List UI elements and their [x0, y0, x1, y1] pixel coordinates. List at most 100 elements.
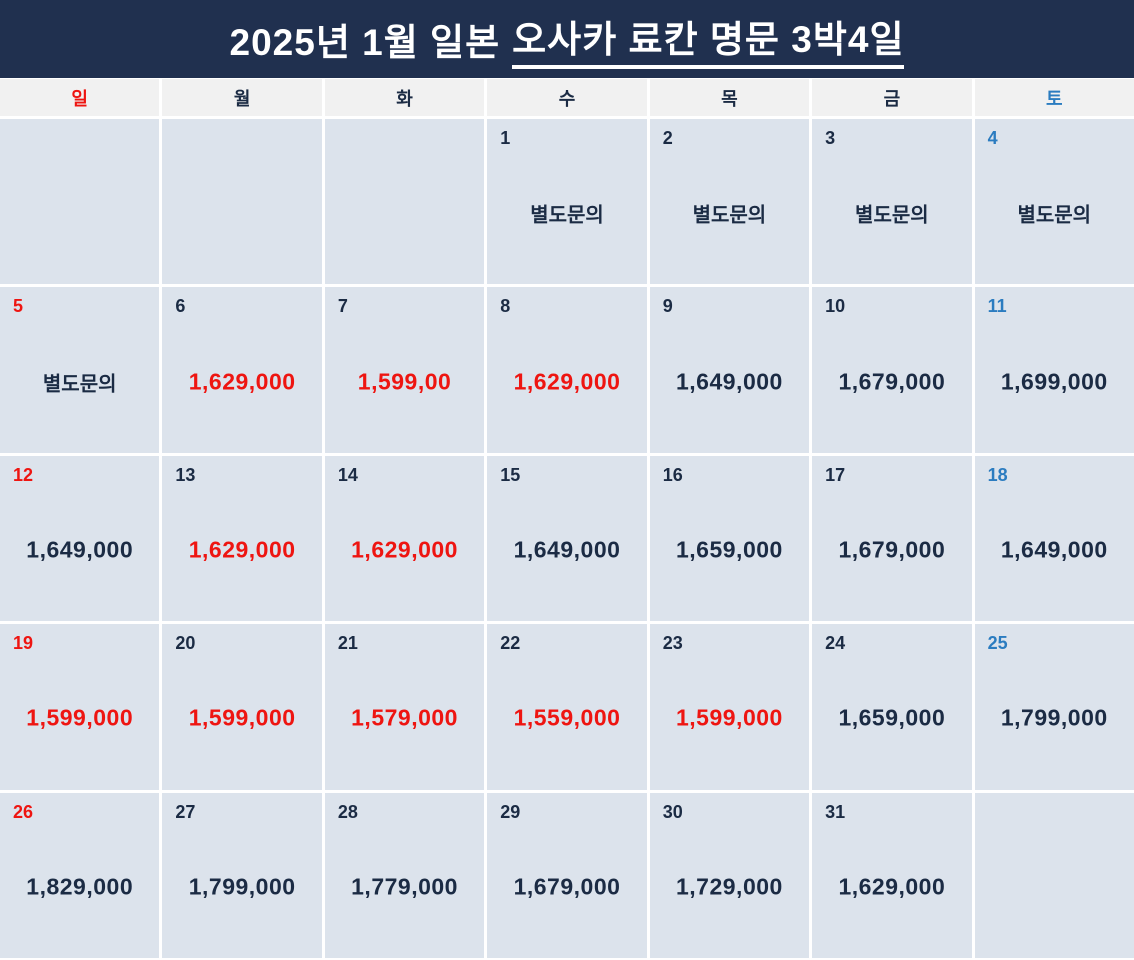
day-number: 14	[337, 464, 358, 485]
day-cell-17: 17 1,679,000	[812, 455, 972, 622]
weekday-header-2: 화	[324, 79, 485, 116]
inquiry-label: 별도문의	[692, 204, 767, 227]
price-label: 1,729,000	[676, 873, 783, 900]
calendar-grid: 1 별도문의 2 별도문의 3 별도문의 4 별도문의 5 별도문의 6 1,629,000 7 1,59…	[0, 119, 1134, 958]
day-number: 9	[662, 296, 673, 317]
day-number: 21	[337, 633, 358, 654]
day-number: 11	[987, 296, 1007, 317]
day-number: 29	[500, 801, 521, 822]
inquiry-label: 별도문의	[42, 373, 117, 396]
day-number: 15	[500, 464, 521, 485]
day-number: 7	[337, 296, 348, 317]
day-number: 19	[13, 633, 34, 654]
weekday-header-6: 토	[974, 79, 1134, 116]
day-cell-28: 28 1,779,000	[324, 792, 485, 958]
day-cell-25: 25 1,799,000	[974, 624, 1134, 790]
price-label: 1,659,000	[838, 704, 946, 731]
day-number: 26	[13, 801, 34, 822]
day-number: 20	[175, 633, 196, 654]
day-number: 2	[662, 128, 673, 148]
day-number: 18	[987, 464, 1008, 485]
day-number: 16	[662, 464, 683, 485]
price-label: 1,559,000	[513, 704, 621, 731]
day-number: 30	[662, 801, 683, 822]
day-number: 12	[13, 464, 34, 485]
price-label: 1,599,000	[188, 704, 296, 731]
day-cell-5: 5 별도문의	[0, 287, 160, 453]
day-cell-7: 7 1,599,00	[324, 287, 485, 453]
day-number: 23	[662, 633, 683, 654]
price-label: 1,579,000	[351, 704, 458, 731]
day-number: 24	[825, 633, 846, 654]
day-number: 25	[987, 633, 1008, 654]
price-label: 1,599,000	[676, 704, 783, 731]
price-label: 1,629,000	[188, 536, 296, 563]
price-label: 1,649,000	[26, 536, 134, 563]
weekday-header-4: 목	[649, 79, 810, 116]
day-number: 10	[825, 296, 846, 317]
price-label: 1,679,000	[513, 873, 621, 900]
weekday-header-5: 금	[812, 79, 972, 116]
day-cell-empty	[162, 119, 322, 285]
day-number: 3	[825, 128, 836, 148]
day-cell-empty	[974, 792, 1134, 958]
price-label: 1,649,000	[513, 536, 621, 563]
day-cell-26: 26 1,829,000	[0, 792, 160, 958]
price-label: 1,829,000	[26, 873, 134, 900]
price-label: 1,659,000	[676, 536, 783, 563]
day-number: 5	[13, 296, 24, 317]
day-cell-4: 4 별도문의	[974, 119, 1134, 285]
day-number: 28	[337, 801, 358, 822]
price-label: 1,629,000	[351, 536, 458, 563]
price-label: 1,629,000	[188, 368, 296, 395]
page-title-highlight: 오사카 료칸 명문 3박4일	[512, 9, 905, 69]
day-cell-29: 29 1,679,000	[487, 792, 647, 958]
day-cell-6: 6 1,629,000	[162, 287, 322, 453]
price-label: 1,649,000	[676, 368, 783, 395]
weekday-header-1: 월	[162, 79, 322, 116]
price-label: 1,599,00	[357, 368, 452, 395]
day-cell-empty	[324, 119, 485, 285]
day-cell-11: 11 1,699,000	[974, 287, 1134, 453]
title-bar: 2025년 1월 일본 오사카 료칸 명문 3박4일	[0, 0, 1134, 78]
day-cell-31: 31 1,629,000	[812, 792, 972, 958]
day-number: 1	[500, 128, 511, 148]
day-number: 27	[175, 801, 196, 822]
day-number: 8	[500, 296, 511, 317]
day-number: 17	[825, 464, 846, 485]
price-label: 1,699,000	[1000, 368, 1108, 395]
inquiry-label: 별도문의	[1017, 204, 1092, 227]
day-cell-13: 13 1,629,000	[162, 455, 322, 622]
price-label: 1,679,000	[838, 368, 946, 395]
day-cell-16: 16 1,659,000	[649, 455, 810, 622]
price-label: 1,779,000	[351, 873, 458, 900]
inquiry-label: 별도문의	[530, 204, 604, 227]
day-cell-18: 18 1,649,000	[974, 455, 1134, 622]
price-label: 1,629,000	[838, 873, 946, 900]
day-number: 22	[500, 633, 521, 654]
day-cell-23: 23 1,599,000	[649, 624, 810, 790]
day-cell-19: 19 1,599,000	[0, 624, 160, 790]
day-cell-12: 12 1,649,000	[0, 455, 160, 622]
day-cell-22: 22 1,559,000	[487, 624, 647, 790]
price-label: 1,799,000	[1000, 704, 1108, 731]
day-cell-21: 21 1,579,000	[324, 624, 485, 790]
day-cell-24: 24 1,659,000	[812, 624, 972, 790]
day-cell-3: 3 별도문의	[812, 119, 972, 285]
price-label: 1,599,000	[26, 704, 134, 731]
day-cell-14: 14 1,629,000	[324, 455, 485, 622]
weekday-header-0: 일	[0, 79, 160, 116]
day-cell-27: 27 1,799,000	[162, 792, 322, 958]
price-label: 1,679,000	[838, 536, 946, 563]
day-cell-empty	[0, 119, 160, 285]
price-label: 1,629,000	[513, 368, 621, 395]
day-cell-10: 10 1,679,000	[812, 287, 972, 453]
day-cell-20: 20 1,599,000	[162, 624, 322, 790]
day-cell-30: 30 1,729,000	[649, 792, 810, 958]
page-title-prefix: 2025년 1월 일본	[229, 22, 501, 63]
weekday-header-3: 수	[487, 79, 647, 116]
day-cell-2: 2 별도문의	[649, 119, 810, 285]
day-cell-15: 15 1,649,000	[487, 455, 647, 622]
